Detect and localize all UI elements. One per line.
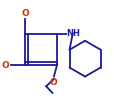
Text: NH: NH	[66, 29, 79, 38]
Text: O: O	[49, 78, 57, 87]
Text: O: O	[21, 9, 29, 18]
Text: O: O	[2, 61, 9, 70]
